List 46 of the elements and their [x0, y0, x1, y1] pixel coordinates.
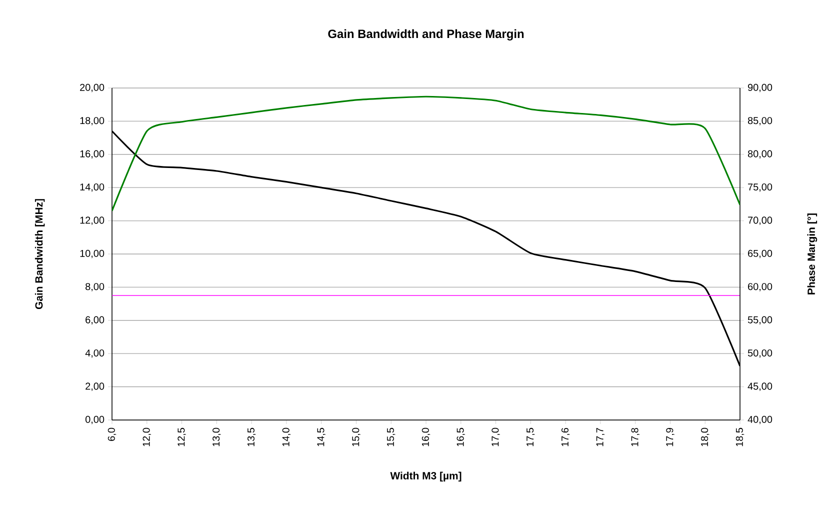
y2-tick-label: 50,00	[748, 349, 772, 358]
y2-tick-label: 45,00	[748, 382, 772, 391]
x-tick-label: 12,0	[142, 428, 152, 446]
y-tick-label: 16,00	[80, 150, 104, 159]
y2-tick-label: 80,00	[748, 150, 772, 159]
x-tick-label: 18,0	[701, 428, 710, 446]
y-tick-label: 12,00	[80, 216, 104, 225]
y2-tick-label: 70,00	[748, 216, 772, 225]
y2-tick-label: 90,00	[748, 84, 772, 92]
y-tick-label: 2,00	[86, 382, 104, 391]
x-tick-label: 17,8	[631, 428, 640, 446]
y-axis-title: Gain Bandwidth [MHz]	[34, 199, 45, 310]
y-tick-label: 20,00	[80, 84, 104, 92]
x-tick-label: 13,0	[212, 428, 221, 446]
x-tick-label: 15,5	[387, 428, 396, 446]
y-tick-label: 18,00	[80, 117, 104, 126]
y2-axis-title: Phase Margin [°]	[807, 214, 818, 294]
y2-tick-label: 65,00	[748, 250, 772, 258]
x-tick-label: 17,7	[596, 428, 605, 446]
y2-tick-label: 60,00	[748, 283, 772, 292]
y-tick-label: 0,00	[85, 416, 104, 424]
x-tick-label: 14,5	[317, 428, 326, 446]
x-tick-label: 13,5	[247, 428, 256, 446]
x-tick-label: 18,5	[736, 428, 744, 446]
x-tick-label: 17,6	[561, 428, 570, 446]
x-axis-title: Width M3 [µm]	[390, 472, 462, 482]
x-tick-label: 6,0	[108, 428, 116, 441]
x-tick-label: 16,5	[456, 428, 466, 446]
x-tick-label: 17,0	[492, 428, 500, 446]
y2-tick-label: 75,00	[748, 183, 772, 192]
y2-tick-label: 85,00	[748, 117, 772, 126]
y-tick-label: 8,00	[86, 283, 104, 292]
y-tick-label: 14,00	[80, 183, 104, 192]
x-tick-label: 12,5	[178, 428, 186, 446]
x-tick-label: 17,9	[666, 428, 674, 446]
y-tick-label: 6,00	[86, 316, 104, 325]
y2-tick-label: 55,00	[748, 316, 772, 325]
y2-tick-label: 40,00	[748, 416, 772, 424]
line-series	[112, 96, 740, 212]
chart-title: Gain Bandwidth and Phase Margin	[328, 29, 524, 40]
x-tick-label: 16,0	[422, 428, 430, 446]
x-tick-label: 15,0	[352, 428, 360, 446]
y-tick-label: 10,00	[80, 250, 104, 258]
y-tick-label: 4,00	[85, 349, 104, 358]
x-tick-label: 17,5	[526, 428, 535, 446]
x-tick-label: 14,0	[282, 428, 291, 446]
